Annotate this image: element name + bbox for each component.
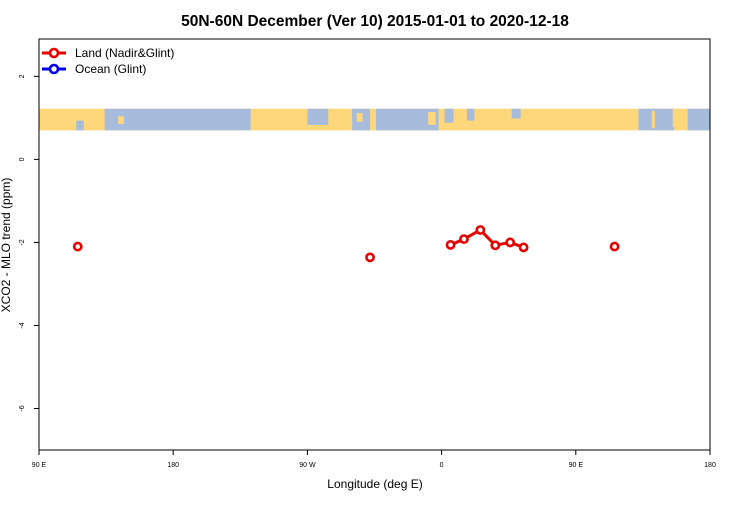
y-tick-label: -6 bbox=[19, 405, 26, 411]
y-tick-label: 0 bbox=[19, 157, 26, 161]
x-tick-label: 90 W bbox=[299, 462, 316, 469]
map-island-kamchatka bbox=[672, 108, 679, 128]
data-point bbox=[505, 237, 516, 248]
legend-label-ocean: Ocean (Glint) bbox=[75, 62, 146, 76]
map-island-sakhalin bbox=[651, 110, 655, 129]
y-tick-label: -4 bbox=[19, 322, 26, 328]
x-tick-label: 0 bbox=[440, 462, 444, 469]
map-ocean-okhotsk bbox=[638, 108, 675, 131]
plot-frame bbox=[38, 38, 711, 451]
y-tick-label: -2 bbox=[19, 239, 26, 245]
data-point bbox=[365, 252, 375, 263]
x-tick-label: 180 bbox=[167, 462, 179, 469]
y-tick-label: 2 bbox=[19, 74, 26, 78]
map-ocean-hudson bbox=[307, 108, 329, 125]
map-ocean-atlantic bbox=[375, 108, 439, 131]
map-ocean-north-sea bbox=[444, 108, 454, 123]
data-point bbox=[72, 241, 83, 252]
data-point bbox=[490, 240, 501, 251]
legend-label-land: Land (Nadir&Glint) bbox=[75, 46, 174, 60]
data-point bbox=[475, 225, 486, 235]
world-map-strip bbox=[39, 108, 710, 131]
map-island-alaska bbox=[118, 116, 124, 124]
x-axis-label: Longitude (deg E) bbox=[327, 477, 422, 491]
map-ocean-caspian bbox=[511, 108, 521, 119]
y-axis: 2 0 -2 -4 -6 bbox=[19, 74, 39, 412]
map-island-vancouver bbox=[250, 118, 257, 130]
legend-marker-ocean bbox=[48, 63, 60, 75]
map-ocean-bering-west bbox=[687, 108, 710, 131]
legend-marker-land bbox=[48, 47, 60, 59]
legend-item-land: Land (Nadir&Glint) bbox=[42, 46, 174, 60]
data-point bbox=[609, 241, 620, 252]
x-tick-label: 180 bbox=[704, 462, 716, 469]
series-layer bbox=[72, 225, 620, 263]
map-island-newfoundland bbox=[356, 113, 363, 122]
y-axis-label: XCO2 - MLO trend (ppm) bbox=[0, 178, 13, 313]
x-tick-label: 90 E bbox=[32, 462, 47, 469]
chart-title: 50N-60N December (Ver 10) 2015-01-01 to … bbox=[181, 13, 569, 30]
data-point bbox=[445, 240, 456, 250]
x-tick-label: 90 E bbox=[569, 462, 584, 469]
legend-item-ocean: Ocean (Glint) bbox=[42, 62, 146, 76]
map-ocean-baltic bbox=[466, 108, 475, 121]
map-island-british-isles bbox=[428, 111, 436, 125]
data-point bbox=[518, 242, 529, 253]
map-ocean-bering bbox=[76, 120, 84, 131]
data-point bbox=[459, 234, 469, 245]
legend: Land (Nadir&Glint) Ocean (Glint) bbox=[42, 46, 174, 76]
map-ocean-pacific bbox=[104, 108, 251, 131]
x-axis: 90 E 180 90 W 0 90 E 180 bbox=[32, 450, 716, 469]
